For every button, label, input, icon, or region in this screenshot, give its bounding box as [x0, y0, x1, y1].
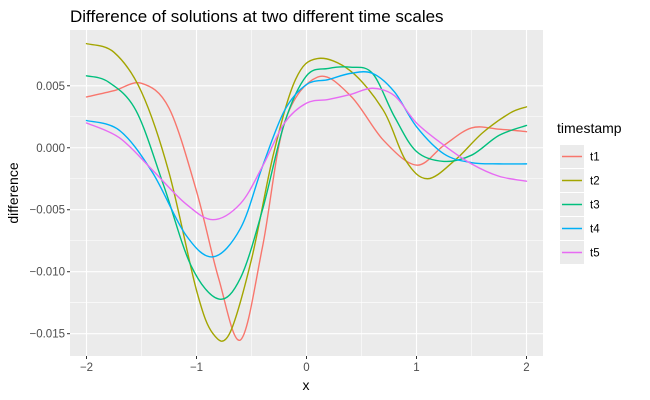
legend-item-t2: t2: [560, 169, 600, 192]
legend-item-t3: t3: [560, 193, 600, 216]
legend-label: t4: [590, 224, 600, 236]
legend-items: t1 t2 t3 t4 t5: [560, 145, 600, 264]
legend-item-t4: t4: [560, 217, 600, 240]
legend-label: t3: [590, 200, 600, 212]
chart-title: Difference of solutions at two different…: [70, 7, 444, 26]
y-tick-label: 0.005: [36, 81, 65, 93]
x-axis-ticks: −2 −1 0 1 2: [80, 356, 530, 374]
series-lines: [85, 42, 528, 342]
legend-label: t2: [590, 176, 600, 188]
y-axis-ticks: −0.015 −0.010 −0.005 0.000 0.005: [30, 81, 70, 341]
legend-label: t1: [590, 152, 600, 164]
y-tick-label: −0.005: [30, 205, 66, 217]
legend-title: timestamp: [557, 120, 622, 136]
y-tick-label: −0.015: [30, 329, 66, 341]
y-tick-label: −0.010: [30, 267, 66, 279]
x-tick-label: −1: [190, 362, 203, 374]
series-line-t5: [85, 87, 528, 221]
legend: timestamp t1 t2 t3 t4 t5: [557, 120, 622, 264]
y-tick-label: 0.000: [36, 143, 65, 155]
x-tick-label: 2: [523, 362, 529, 374]
y-axis-label: difference: [5, 162, 21, 223]
series-line-t3: [85, 66, 528, 300]
legend-item-t1: t1: [560, 145, 600, 168]
x-axis-label: x: [303, 377, 310, 393]
x-tick-label: 1: [413, 362, 419, 374]
series-line-t4: [85, 71, 528, 258]
x-tick-label: 0: [303, 362, 309, 374]
legend-item-t5: t5: [560, 241, 600, 264]
x-tick-label: −2: [80, 362, 93, 374]
legend-label: t5: [590, 248, 600, 260]
series-line-t1: [85, 75, 528, 341]
